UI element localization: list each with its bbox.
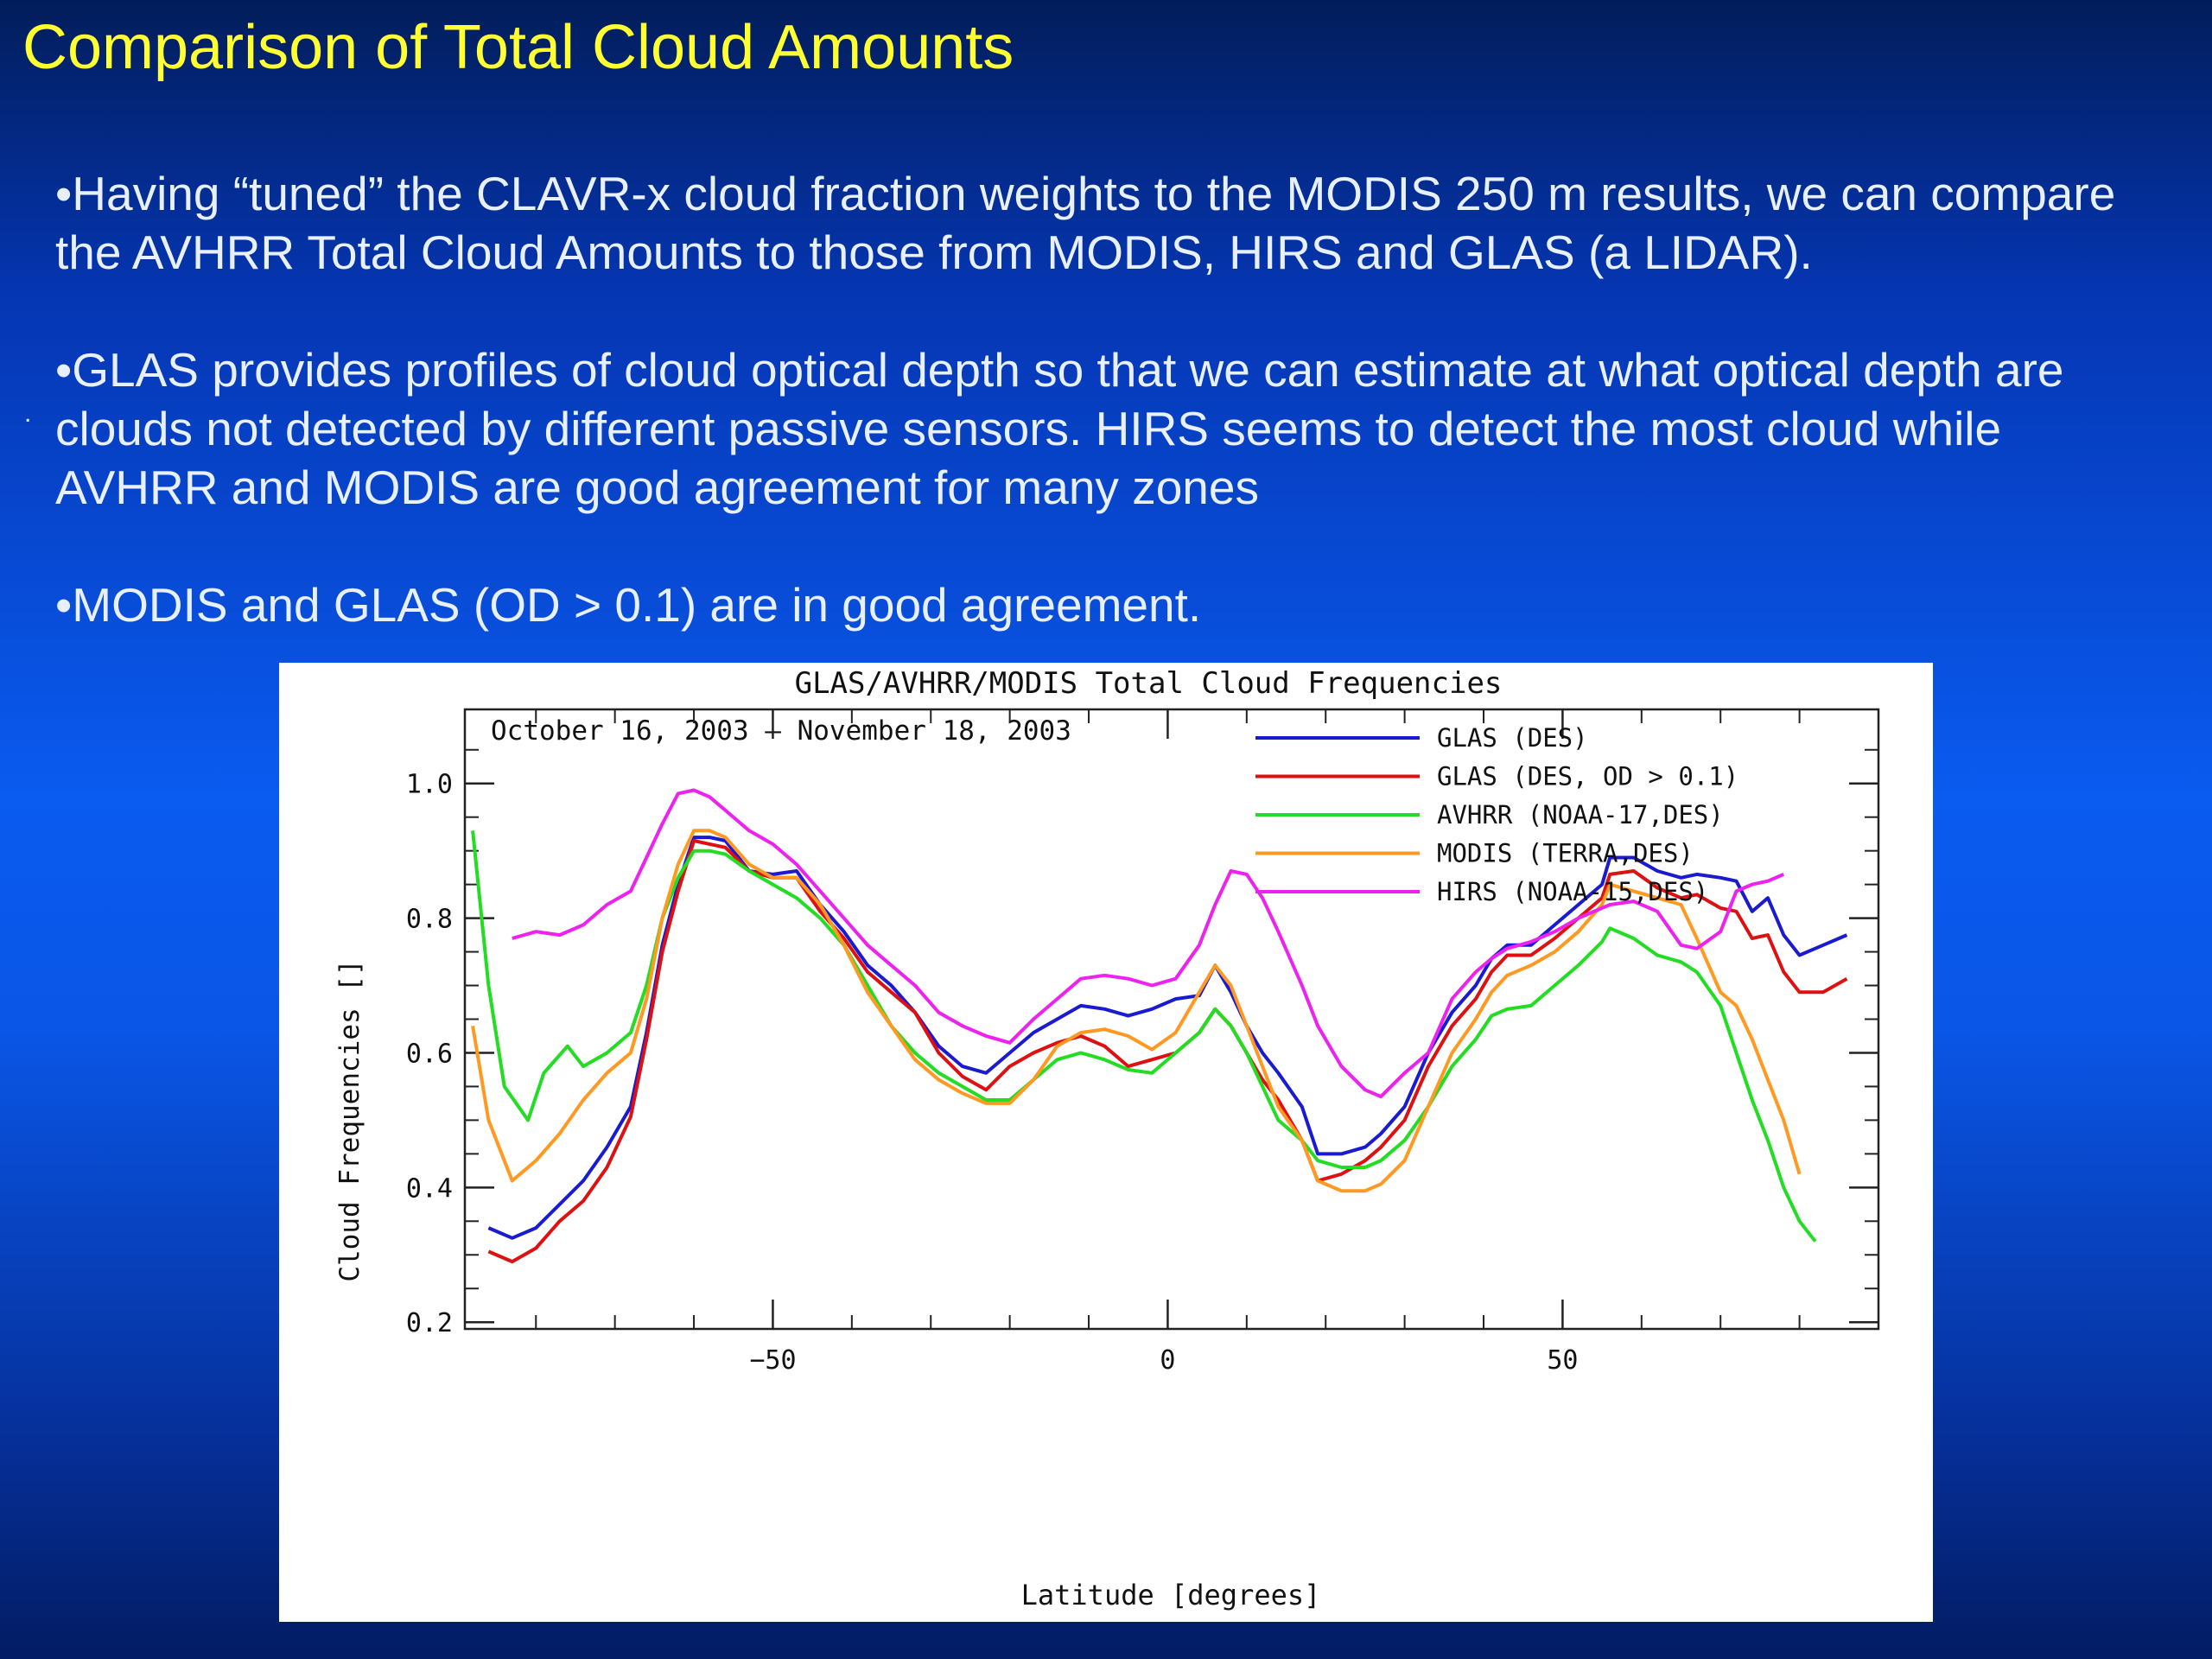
y-tick-label: 0.8: [406, 905, 453, 935]
legend-label: GLAS (DES): [1437, 723, 1588, 753]
x-axis-label: Latitude [degrees]: [1021, 1579, 1321, 1611]
series-line: [471, 830, 1817, 1243]
legend-label: AVHRR (NOAA-17,DES): [1437, 800, 1724, 830]
legend-label: MODIS (TERRA,DES): [1437, 839, 1694, 868]
legend-label: HIRS (NOAA-15,DES): [1437, 877, 1708, 906]
y-tick-label: 1.0: [406, 770, 453, 800]
bullet-list: •Having “tuned” the CLAVR-x cloud fracti…: [55, 164, 2164, 693]
axis-ticks: 0.2 0.4 0.6 0.8 1.0 −50 0 50: [406, 709, 1878, 1376]
bullet-item: •MODIS and GLAS (OD > 0.1) are in good a…: [55, 578, 1202, 632]
y-axis-label: Cloud Frequencies []: [334, 959, 365, 1281]
bullet-item: •GLAS provides profiles of cloud optical…: [55, 343, 2064, 514]
series-line: [512, 788, 1785, 1099]
series-lines: [471, 788, 1848, 1264]
y-tick-label: 0.4: [406, 1173, 453, 1204]
x-tick-label: 0: [1160, 1345, 1175, 1376]
x-tick-label: 50: [1547, 1345, 1578, 1376]
stray-dot: .: [24, 399, 32, 428]
cloud-frequency-chart: GLAS/AVHRR/MODIS Total Cloud Frequencies…: [334, 666, 1880, 1611]
y-tick-label: 0.6: [406, 1039, 453, 1069]
legend: GLAS (DES) GLAS (DES, OD > 0.1) AVHRR (NOA…: [1255, 723, 1738, 906]
bullet-item: •Having “tuned” the CLAVR-x cloud fracti…: [55, 167, 2116, 279]
chart-panel: GLAS/AVHRR/MODIS Total Cloud Frequencies…: [279, 663, 1933, 1622]
chart-title: GLAS/AVHRR/MODIS Total Cloud Frequencies: [795, 666, 1503, 701]
x-tick-label: −50: [749, 1345, 796, 1376]
legend-label: GLAS (DES, OD > 0.1): [1437, 762, 1738, 791]
chart-subtitle: October 16, 2003 – November 18, 2003: [491, 715, 1071, 747]
slide-title: Comparison of Total Cloud Amounts: [22, 13, 1014, 82]
series-line: [471, 829, 1802, 1193]
y-tick-label: 0.2: [406, 1308, 453, 1338]
